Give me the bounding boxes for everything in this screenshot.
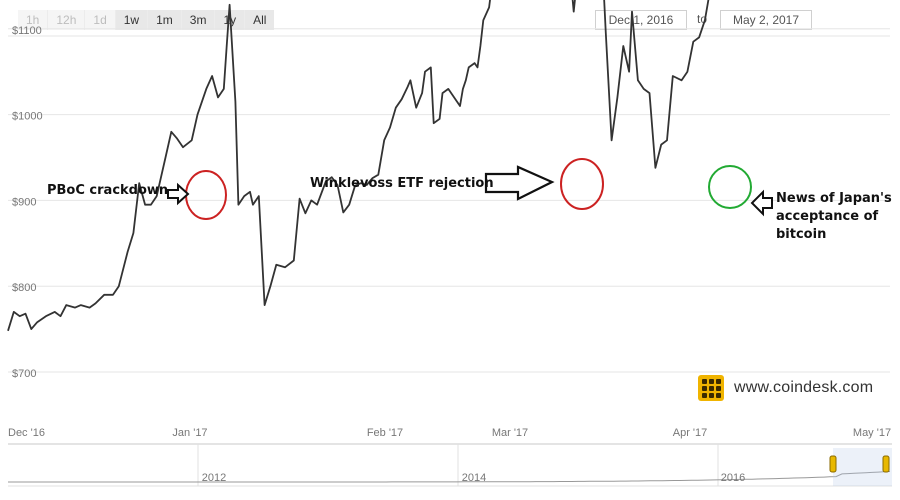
x-tick-label: Jan '17 <box>172 427 207 439</box>
navigator-line <box>8 471 891 483</box>
coindesk-logo-icon <box>698 375 724 401</box>
range-button-3m[interactable]: 3m <box>181 10 215 30</box>
navigator-handle-icon <box>882 455 890 473</box>
date-to-label: to <box>697 12 708 26</box>
range-button-1m[interactable]: 1m <box>148 10 181 30</box>
x-tick-label: Mar '17 <box>492 427 528 439</box>
navigator-selection <box>833 448 892 486</box>
annotation-japan-line-1: News of Japan's <box>776 191 892 206</box>
annotation-japan-line-2: acceptance of <box>776 209 879 224</box>
japan-arrow-icon <box>750 189 773 217</box>
annotation-japan-line-3: bitcoin <box>776 227 827 242</box>
range-button-all[interactable]: All <box>245 10 275 30</box>
range-button-1d[interactable]: 1d <box>85 10 115 30</box>
x-tick-label: May '17 <box>853 427 891 439</box>
coindesk-brand: www.coindesk.com <box>698 375 873 401</box>
x-tick-label: Feb '17 <box>367 427 403 439</box>
navigator-tick-label: 2014 <box>462 472 486 484</box>
x-tick-label: Apr '17 <box>673 427 708 439</box>
pboc-arrow-icon <box>167 182 190 206</box>
etf-arrow-icon <box>484 165 555 201</box>
range-button-12h[interactable]: 12h <box>48 10 85 30</box>
pboc-circle <box>185 170 227 220</box>
annotation-japan: News of Japan's acceptance of bitcoin <box>776 190 892 244</box>
date-from-input[interactable]: Dec 1, 2016 <box>595 10 687 30</box>
japan-circle <box>708 165 752 209</box>
date-to-input[interactable]: May 2, 2017 <box>720 10 812 30</box>
annotation-etf: Winklevoss ETF rejection <box>310 176 494 191</box>
y-tick-label: $1100 <box>12 25 42 37</box>
range-button-1w[interactable]: 1w <box>115 10 148 30</box>
brand-url: www.coindesk.com <box>734 379 874 396</box>
navigator-tick-label: 2016 <box>721 472 745 484</box>
y-tick-label: $900 <box>12 196 36 208</box>
navigator-tick-label: 2012 <box>202 472 226 484</box>
price-line <box>7 0 710 332</box>
navigator-handle-icon <box>829 455 837 473</box>
y-tick-label: $1000 <box>12 111 43 123</box>
annotation-pboc: PBoC crackdown <box>47 183 169 198</box>
y-tick-label: $700 <box>12 368 36 380</box>
x-tick-label: Dec '16 <box>8 427 45 439</box>
etf-circle <box>560 158 604 210</box>
range-button-1h[interactable]: 1h <box>18 10 48 30</box>
y-tick-label: $800 <box>12 282 36 294</box>
